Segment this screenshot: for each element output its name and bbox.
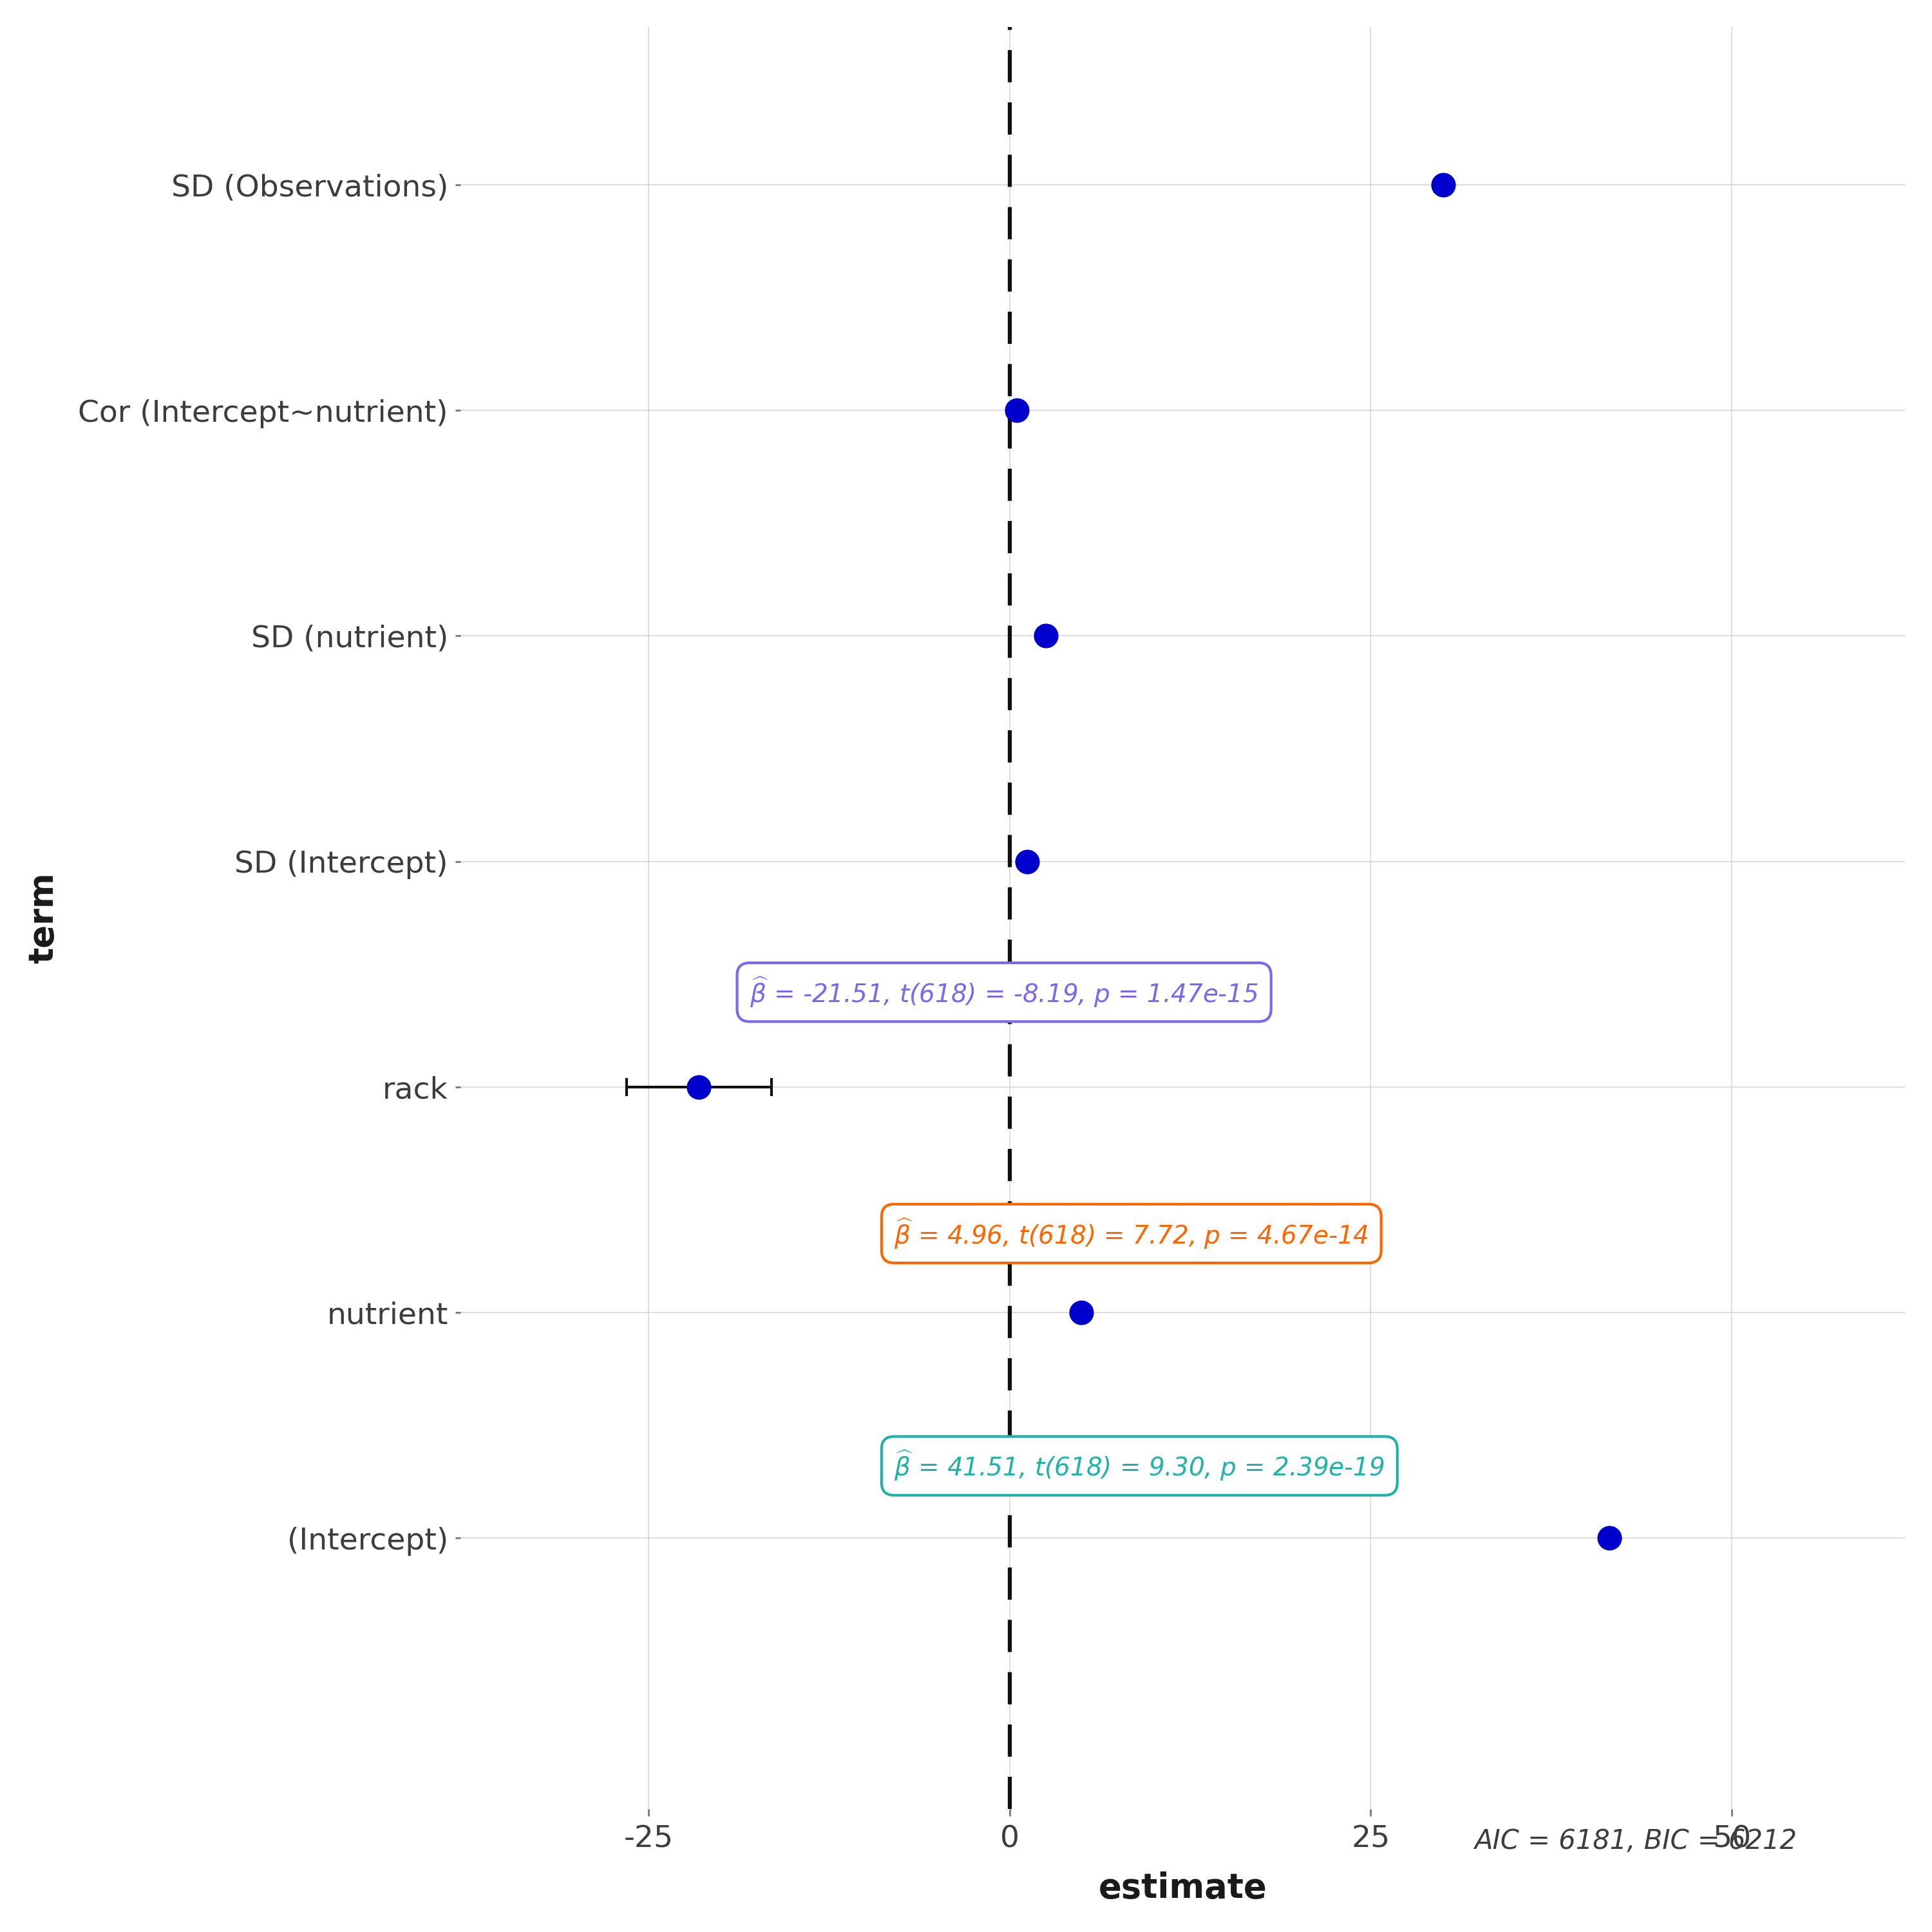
Point (1428, 170, 1459, 201)
Text: $\widehat{\beta}$ = 41.51, $\mathit{t}$(618) = 9.30, $\mathit{p}$ = 2.39e-19: $\widehat{\beta}$ = 41.51, $\mathit{t}$(… (895, 1449, 1385, 1482)
Point (1066, 1296, 1097, 1327)
Point (1001, 394, 1032, 425)
Text: $\widehat{\beta}$ = -21.51, $\mathit{t}$(618) = -8.19, $\mathit{p}$ = 1.47e-15: $\widehat{\beta}$ = -21.51, $\mathit{t}$… (750, 976, 1258, 1009)
Point (1594, 1522, 1625, 1553)
Point (1012, 846, 1043, 877)
Point (1030, 620, 1061, 651)
Text: AIC = 6181, BIC = 6212: AIC = 6181, BIC = 6212 (1474, 1828, 1797, 1855)
Point (684, 1072, 715, 1103)
Y-axis label: term: term (27, 871, 60, 964)
Text: $\widehat{\beta}$ = 4.96, $\mathit{t}$(618) = 7.72, $\mathit{p}$ = 4.67e-14: $\widehat{\beta}$ = 4.96, $\mathit{t}$(6… (895, 1217, 1368, 1250)
X-axis label: estimate: estimate (1099, 1872, 1267, 1905)
